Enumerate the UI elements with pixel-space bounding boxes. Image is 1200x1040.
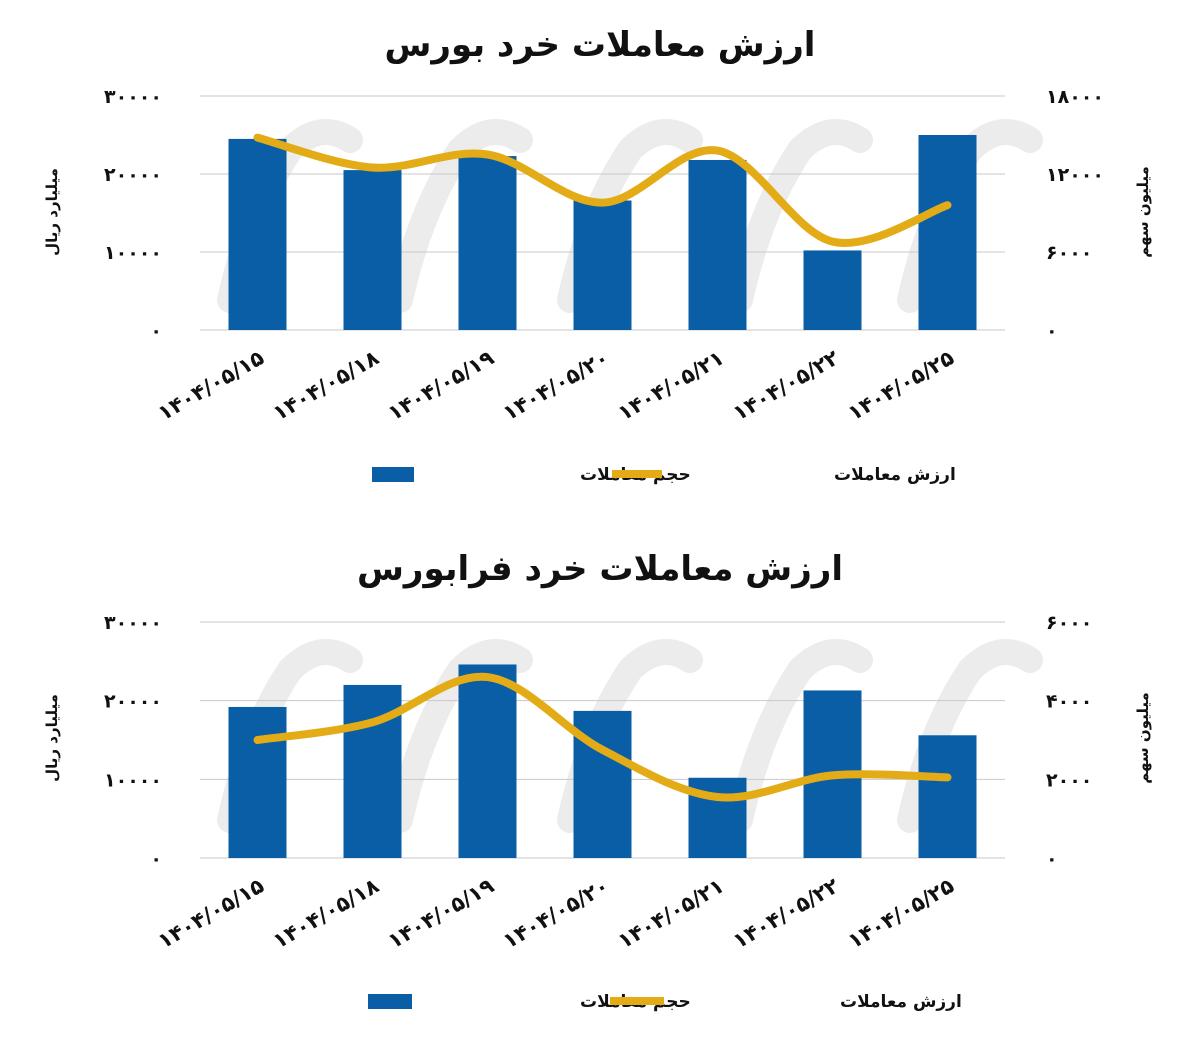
left-tick-label: ۱۰۰۰۰	[104, 769, 162, 791]
bar	[458, 664, 517, 858]
x-tick-label: ۱۴۰۴/۰۵/۱۹	[384, 345, 498, 425]
watermark-stroke	[727, 119, 873, 313]
bar	[918, 735, 977, 858]
value-line	[253, 133, 952, 247]
legend-line-label: ارزش معاملات	[834, 465, 956, 485]
x-tick-label: ۱۴۰۴/۰۵/۲۲	[729, 345, 843, 425]
chart-title: ارزش معاملات خرد فرابورس	[357, 549, 843, 589]
left-axis-label: میلیارد ریال	[43, 168, 61, 256]
value-line	[253, 672, 952, 802]
x-tick-label: ۱۴۰۴/۰۵/۲۵	[844, 873, 958, 953]
legend-line-label: ارزش معاملات	[840, 992, 962, 1012]
x-tick-label: ۱۴۰۴/۰۵/۲۲	[729, 873, 843, 953]
legend-bar-swatch	[372, 467, 414, 482]
x-tick-label: ۱۴۰۴/۰۵/۱۸	[269, 345, 383, 425]
right-tick-label: ۱۲۰۰۰	[1046, 164, 1104, 186]
x-tick-label: ۱۴۰۴/۰۵/۲۱	[614, 874, 728, 954]
chart-bourse: ارزش معاملات خرد بورس میلیارد ریال میلیو…	[43, 25, 1152, 485]
right-tick-label: ۶۰۰۰	[1046, 612, 1092, 634]
chart-title: ارزش معاملات خرد بورس	[385, 25, 816, 65]
left-tick-label: ۲۰۰۰۰	[104, 164, 162, 186]
x-tick-label: ۱۴۰۴/۰۵/۱۵	[154, 873, 268, 953]
right-tick-label: ۰	[1046, 848, 1058, 870]
x-tick-label: ۱۴۰۴/۰۵/۲۱	[614, 346, 728, 426]
left-tick-label: ۱۰۰۰۰	[104, 242, 162, 264]
left-tick-label: ۳۰۰۰۰	[104, 612, 162, 634]
right-axis-label: میلیون سهم	[1134, 692, 1152, 784]
x-tick-label: ۱۴۰۴/۰۵/۲۵	[844, 345, 958, 425]
x-tick-label: ۱۴۰۴/۰۵/۲۰	[499, 346, 613, 426]
left-axis-label: میلیارد ریال	[43, 694, 61, 782]
x-tick-label: ۱۴۰۴/۰۵/۲۰	[499, 874, 613, 954]
bar	[343, 170, 402, 330]
right-tick-label: ۱۸۰۰۰	[1046, 86, 1104, 108]
x-tick-label: ۱۴۰۴/۰۵/۱۵	[154, 345, 268, 425]
right-tick-label: ۶۰۰۰	[1046, 242, 1092, 264]
watermark-stroke	[387, 119, 533, 313]
bar	[228, 706, 287, 858]
x-tick-label: ۱۴۰۴/۰۵/۱۹	[384, 873, 498, 953]
legend-bar-swatch	[368, 994, 412, 1009]
left-tick-label: ۲۰۰۰۰	[104, 691, 162, 713]
left-tick-label: ۳۰۰۰۰	[104, 86, 162, 108]
bar	[573, 200, 632, 330]
right-tick-label: ۲۰۰۰	[1046, 769, 1092, 791]
bar	[918, 135, 977, 330]
chart-farabourse: ارزش معاملات خرد فرابورس میلیارد ریال می…	[43, 549, 1152, 1012]
watermark-stroke	[727, 639, 873, 833]
bar	[688, 159, 747, 330]
x-tick-label: ۱۴۰۴/۰۵/۱۸	[269, 873, 383, 953]
bar	[803, 250, 862, 330]
legend: حجم معاملات ارزش معاملات	[368, 992, 962, 1012]
left-tick-label: ۰	[150, 848, 162, 870]
right-tick-label: ۰	[1046, 320, 1058, 342]
bar	[458, 156, 517, 330]
legend: حجم معاملات ارزش معاملات	[372, 465, 956, 485]
right-axis-label: میلیون سهم	[1134, 166, 1152, 258]
left-tick-label: ۰	[150, 320, 162, 342]
bar	[228, 138, 287, 330]
right-tick-label: ۴۰۰۰	[1046, 691, 1092, 713]
